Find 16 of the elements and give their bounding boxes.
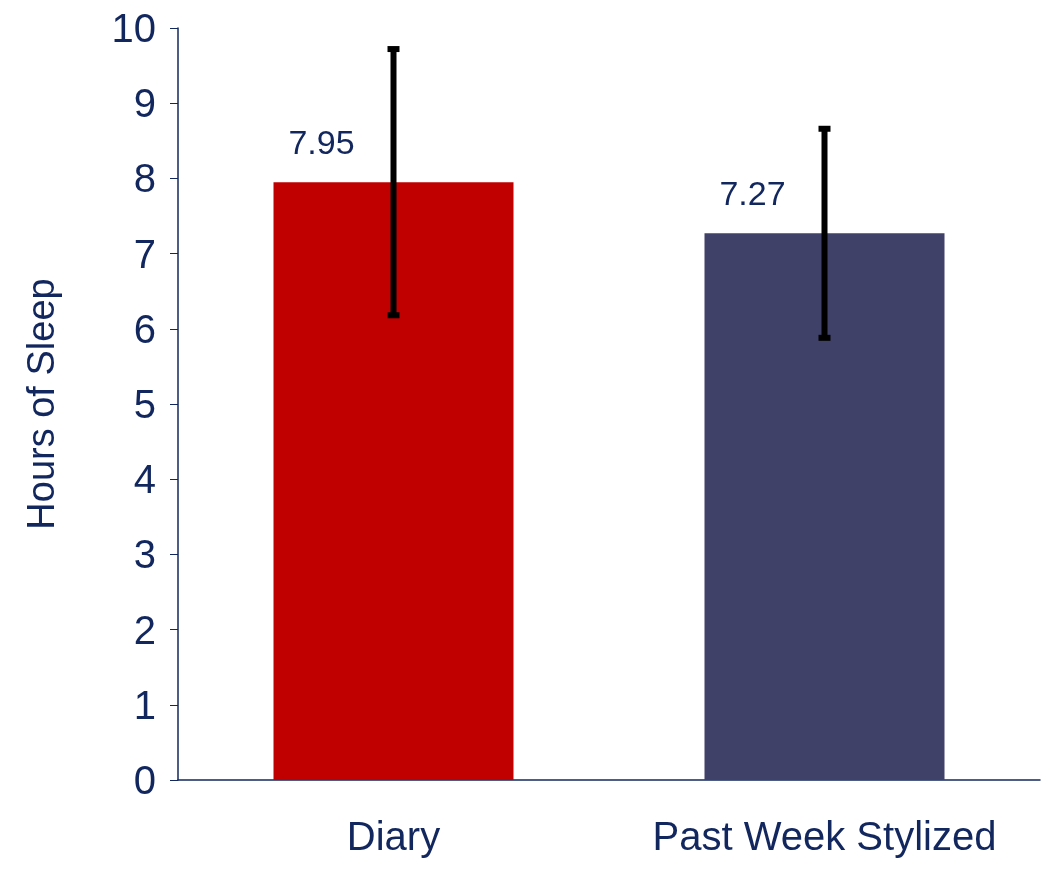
y-tick-label: 3 [133,532,156,577]
data-label: 7.95 [288,123,355,162]
y-tick-label: 0 [133,758,156,802]
y-tick-label: 6 [133,306,156,351]
y-tick-label: 9 [133,81,156,126]
y-tick-label: 5 [133,382,156,426]
y-tick-label: 4 [133,457,156,502]
y-tick-label: 2 [133,607,156,652]
x-tick-label: Past Week Stylized [652,814,997,858]
y-tick-label: 10 [111,6,156,50]
data-label: 7.27 [719,174,786,213]
y-axis-title: Hours of Sleep [20,278,62,530]
y-tick-label: 1 [133,682,156,727]
x-tick-label: Diary [346,814,441,858]
y-tick-label: 7 [133,231,156,276]
y-tick-label: 8 [133,156,156,201]
